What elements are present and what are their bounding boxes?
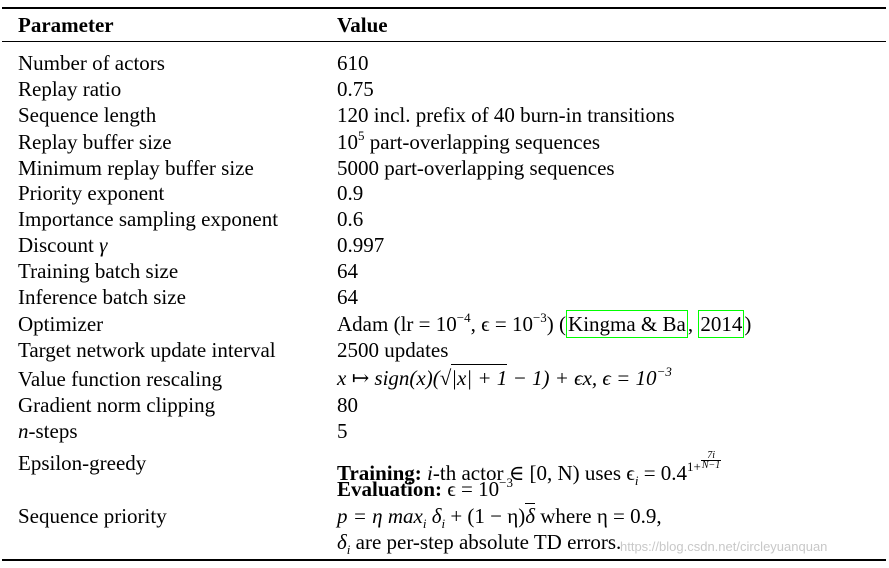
param-optimizer: Optimizer xyxy=(18,312,104,336)
param-min-replay-buffer-size: Minimum replay buffer size xyxy=(18,156,254,180)
param-discount: Discount γ xyxy=(18,233,107,257)
value-epsilon-greedy-training: Training: i-th actor ∈ [0, N) uses ϵi = … xyxy=(337,450,722,489)
param-value-function-rescaling: Value function rescaling xyxy=(18,367,223,391)
param-number-of-actors: Number of actors xyxy=(18,51,165,75)
value-replay-ratio: 0.75 xyxy=(337,77,374,101)
value-replay-buffer-size: 105 part-overlapping sequences xyxy=(337,128,601,154)
param-priority-exponent: Priority exponent xyxy=(18,181,165,205)
header-value: Value xyxy=(337,13,388,37)
value-value-function-rescaling: x ↦ sign(x)(√|x| + 1 − 1) + ϵx, ϵ = 10−3 xyxy=(337,364,672,390)
value-inference-batch-size: 64 xyxy=(337,285,358,309)
value-number-of-actors: 610 xyxy=(337,51,369,75)
param-gradient-norm-clipping: Gradient norm clipping xyxy=(18,393,216,417)
gamma-symbol: γ xyxy=(99,233,108,257)
top-rule xyxy=(2,7,886,9)
param-epsilon-greedy: Epsilon-greedy xyxy=(18,451,147,475)
value-epsilon-greedy-evaluation: Evaluation: ϵ = 10−3 xyxy=(337,475,513,501)
bottom-rule xyxy=(2,559,886,561)
value-target-network-update-interval: 2500 updates xyxy=(337,338,449,362)
param-sequence-length: Sequence length xyxy=(18,103,157,127)
param-sequence-priority: Sequence priority xyxy=(18,504,167,528)
value-discount: 0.997 xyxy=(337,233,385,257)
citation-year-link[interactable]: 2014 xyxy=(698,310,745,338)
header-parameter: Parameter xyxy=(18,13,114,37)
value-priority-exponent: 0.9 xyxy=(337,181,364,205)
param-replay-buffer-size: Replay buffer size xyxy=(18,130,172,154)
param-target-network-update-interval: Target network update interval xyxy=(18,338,276,362)
discount-label: Discount xyxy=(18,233,94,257)
value-sequence-length: 120 incl. prefix of 40 burn-in transitio… xyxy=(337,103,675,127)
value-n-steps: 5 xyxy=(337,419,348,443)
header-rule xyxy=(2,41,886,42)
value-sequence-priority-line1: p = η maxi δi + (1 − η)δ where η = 0.9, xyxy=(337,503,662,532)
param-training-batch-size: Training batch size xyxy=(18,259,179,283)
watermark: https://blog.csdn.net/circleyuanquan xyxy=(620,539,828,554)
value-importance-sampling-exponent: 0.6 xyxy=(337,207,364,231)
value-gradient-norm-clipping: 80 xyxy=(337,393,358,417)
buffer-rest: part-overlapping sequences xyxy=(364,130,601,154)
value-min-replay-buffer-size: 5000 part-overlapping sequences xyxy=(337,156,615,180)
value-sequence-priority-line2: δi are per-step absolute TD errors. xyxy=(337,530,622,558)
param-n-steps: n-steps xyxy=(18,419,78,443)
buffer-base: 10 xyxy=(337,130,358,154)
citation-author-link[interactable]: Kingma & Ba xyxy=(566,310,688,338)
epsilon-exponent-fraction: 7i N−1 xyxy=(700,450,722,471)
value-training-batch-size: 64 xyxy=(337,259,358,283)
param-importance-sampling-exponent: Importance sampling exponent xyxy=(18,207,279,231)
buffer-exponent: 5 xyxy=(358,128,365,143)
value-optimizer: Adam (lr = 10−4, ϵ = 10−3) (Kingma & Ba,… xyxy=(337,310,752,338)
param-inference-batch-size: Inference batch size xyxy=(18,285,186,309)
param-replay-ratio: Replay ratio xyxy=(18,77,122,101)
